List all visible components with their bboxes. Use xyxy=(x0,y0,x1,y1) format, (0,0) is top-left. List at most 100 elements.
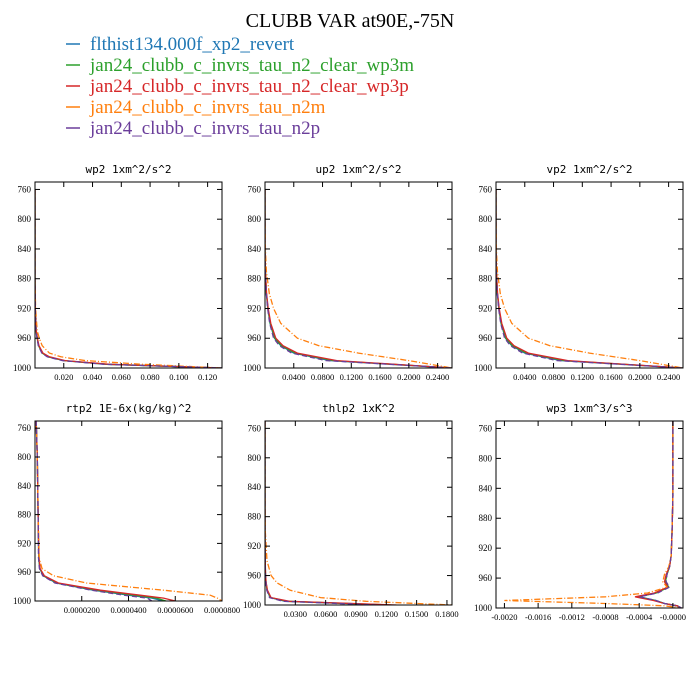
y-tick-label: 960 xyxy=(18,567,32,577)
y-tick-label: 1000 xyxy=(474,363,493,373)
legend-entry: jan24_clubb_c_invrs_tau_n2_clear_wp3m xyxy=(66,55,414,76)
y-tick-label: 880 xyxy=(18,274,32,284)
y-tick-label: 760 xyxy=(479,184,493,194)
x-tick-label: 0.080 xyxy=(141,372,160,382)
y-tick-label: 760 xyxy=(248,184,262,194)
x-tick-label: 0.0000600 xyxy=(157,605,193,615)
y-tick-label: 760 xyxy=(18,184,32,194)
y-tick-label: 1000 xyxy=(474,603,493,613)
x-tick-label: 0.1600 xyxy=(599,372,622,382)
plot-frame xyxy=(495,420,684,609)
series-line xyxy=(35,421,164,601)
x-tick-label: -0.0016 xyxy=(525,612,551,622)
series-line xyxy=(35,189,222,368)
series-line xyxy=(265,421,377,605)
y-tick-label: 760 xyxy=(248,423,262,433)
x-tick-label: 0.2000 xyxy=(397,372,420,382)
panel-6: wp3 1xm^3/s^37608008408809209601000-0.00… xyxy=(474,402,686,622)
x-tick-label: 0.040 xyxy=(83,372,102,382)
series-line xyxy=(639,421,682,608)
series-group xyxy=(35,189,222,368)
x-tick-label: 0.1500 xyxy=(405,609,428,619)
y-tick-label: 880 xyxy=(248,274,262,284)
y-tick-label: 760 xyxy=(479,423,493,433)
x-tick-label: 0.0800 xyxy=(542,372,565,382)
series-line xyxy=(265,189,452,368)
series-line xyxy=(35,421,222,601)
legend-entry: jan24_clubb_c_invrs_tau_n2p xyxy=(66,118,320,139)
y-tick-label: 800 xyxy=(248,453,262,463)
series-line xyxy=(35,421,153,601)
y-tick-label: 760 xyxy=(18,423,32,433)
series-line xyxy=(496,189,683,368)
y-tick-label: 920 xyxy=(18,303,32,313)
y-tick-label: 960 xyxy=(479,573,493,583)
legend-label: flthist134.000f_xp2_revert xyxy=(90,34,295,55)
x-tick-label: 0.0400 xyxy=(513,372,536,382)
panel-title: thlp2 1xK^2 xyxy=(322,402,395,415)
y-tick-label: 1000 xyxy=(13,363,32,373)
y-tick-label: 840 xyxy=(479,244,493,254)
series-line xyxy=(496,189,683,368)
panel-4: rtp2 1E-6x(kg/kg)^2 760 800 840 880 920 960 100… xyxy=(13,402,240,615)
plot-frame xyxy=(34,181,223,369)
series-line xyxy=(504,421,682,608)
x-tick-label: 0.060 xyxy=(112,372,131,382)
x-tick-label: 0.0900 xyxy=(344,609,367,619)
series-line xyxy=(265,189,452,368)
y-tick-label: 800 xyxy=(18,452,32,462)
series-line xyxy=(496,189,683,368)
x-tick-label: 0.1200 xyxy=(375,609,398,619)
panel-3: vp2 1xm^2/s^2 760 800 840 880 920 960 1000 0.040… xyxy=(474,163,684,382)
series-line xyxy=(265,189,452,368)
series-group xyxy=(265,421,452,605)
x-tick-label: -0.0020 xyxy=(491,612,517,622)
y-tick-label: 920 xyxy=(479,303,493,313)
series-line xyxy=(639,421,682,608)
y-tick-label: 800 xyxy=(18,214,32,224)
legend-entry: jan24_clubb_c_invrs_tau_n2_clear_wp3p xyxy=(66,76,409,97)
legend-label: jan24_clubb_c_invrs_tau_n2m xyxy=(89,97,326,118)
x-tick-label: 0.2400 xyxy=(426,372,449,382)
chart-panels: wp2 1xm^2/s^2 760 800 840 880 920 960 1000 0.020… xyxy=(13,163,686,622)
y-tick-label: 960 xyxy=(479,333,493,343)
series-line xyxy=(265,421,392,605)
panel-title: rtp2 1E-6x(kg/kg)^2 xyxy=(66,402,192,415)
y-tick-label: 880 xyxy=(248,512,262,522)
y-tick-label: 920 xyxy=(248,303,262,313)
legend-entry: flthist134.000f_xp2_revert xyxy=(66,34,295,55)
series-line xyxy=(265,421,387,605)
panel-title: up2 1xm^2/s^2 xyxy=(315,163,401,176)
x-tick-label: -0.0000 xyxy=(660,612,686,622)
series-line xyxy=(637,421,682,608)
y-tick-label: 960 xyxy=(248,571,262,581)
x-tick-label: 0.020 xyxy=(54,372,73,382)
x-tick-label: 0.0300 xyxy=(284,609,307,619)
x-tick-label: -0.0004 xyxy=(626,612,653,622)
y-tick-label: 1000 xyxy=(13,596,32,606)
series-line xyxy=(496,189,683,368)
y-tick-label: 960 xyxy=(18,333,32,343)
x-tick-label: 0.120 xyxy=(198,372,217,382)
y-tick-label: 840 xyxy=(479,483,493,493)
y-tick-label: 840 xyxy=(248,244,262,254)
series-line xyxy=(35,189,222,368)
series-group xyxy=(265,189,452,368)
x-tick-label: 0.1600 xyxy=(368,372,391,382)
x-tick-label: 0.1200 xyxy=(571,372,594,382)
x-tick-label: 0.0000400 xyxy=(110,605,146,615)
x-tick-label: -0.0008 xyxy=(592,612,618,622)
panel-5: thlp2 1xK^2 760 800 840 880 920 960 1000 0.0300 0… xyxy=(243,402,459,619)
figure-title: CLUBB VAR at90E,-75N xyxy=(246,10,455,32)
series-group xyxy=(504,421,682,608)
x-tick-label: 0.0800 xyxy=(311,372,334,382)
panel-title: wp2 1xm^2/s^2 xyxy=(85,163,171,176)
x-tick-label: 0.0600 xyxy=(314,609,337,619)
y-tick-label: 840 xyxy=(18,244,32,254)
x-tick-label: 0.1800 xyxy=(435,609,458,619)
y-tick-label: 800 xyxy=(479,453,493,463)
panel-2: up2 1xm^2/s^2 760 800 840 880 920 960 1000 0.040… xyxy=(243,163,453,382)
y-tick-label: 800 xyxy=(248,214,262,224)
y-tick-label: 880 xyxy=(479,513,493,523)
